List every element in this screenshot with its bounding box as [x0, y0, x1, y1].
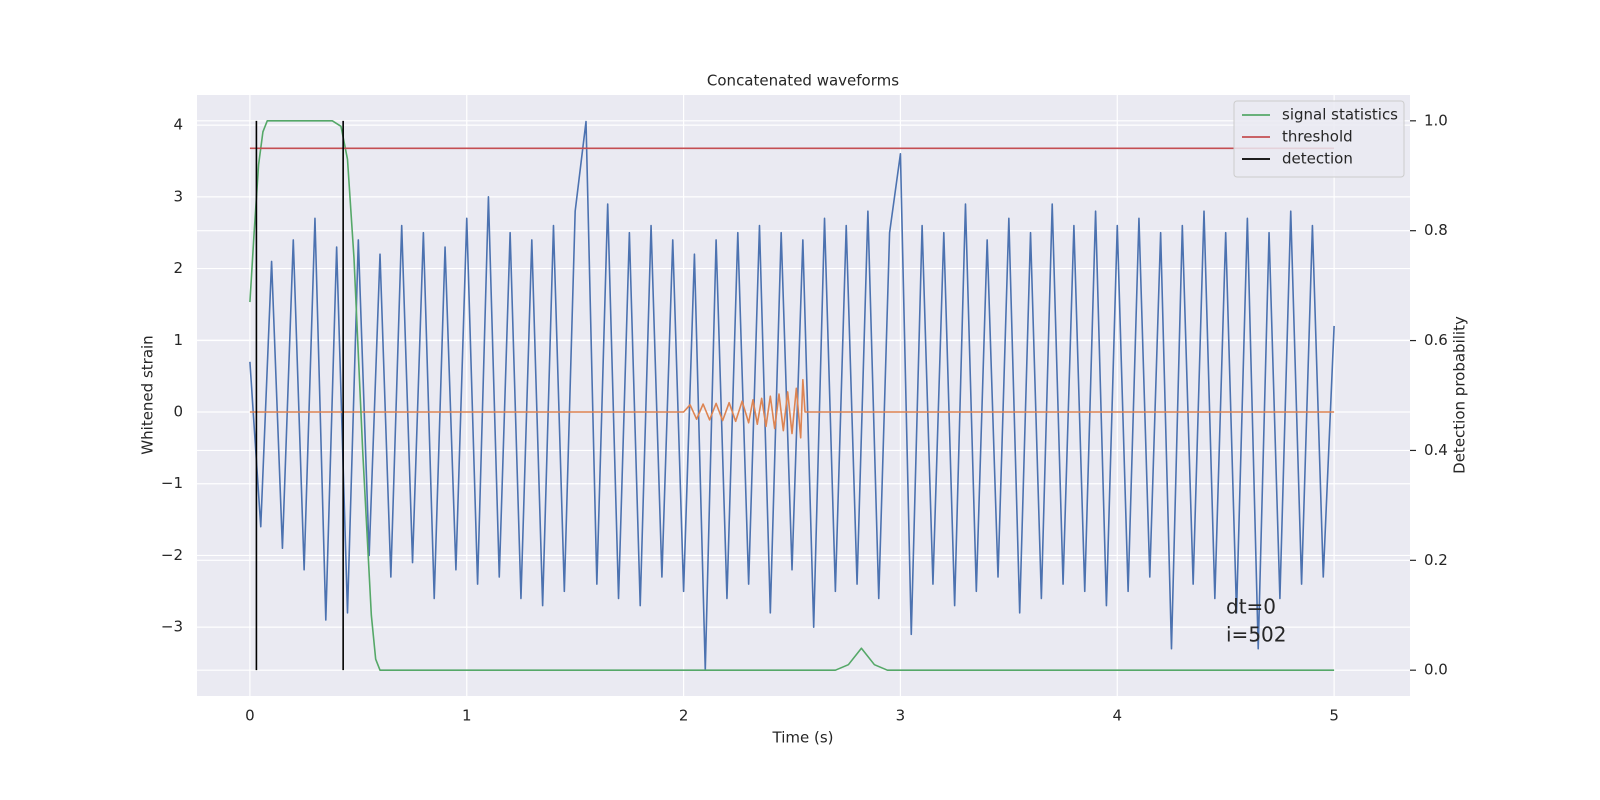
- y-axis-label: Whitened strain: [139, 335, 157, 454]
- y-tick-label: 1: [173, 331, 183, 349]
- series-line: [249, 378, 1335, 439]
- series-line: [255, 120, 344, 671]
- x-tick-label: 4: [1112, 707, 1122, 725]
- annotation: dt=0: [1226, 595, 1276, 619]
- series-line: [249, 120, 1335, 671]
- annotation: i=502: [1226, 623, 1287, 647]
- x-tick-label: 1: [462, 707, 472, 725]
- y2-tick-label: 1.0: [1424, 111, 1448, 129]
- y2-tick-label: 0.8: [1424, 221, 1448, 239]
- legend-label: threshold: [1282, 128, 1353, 146]
- x-tick-label: 3: [896, 707, 906, 725]
- x-axis-label: Time (s): [772, 729, 834, 747]
- y2-tick-label: 0.0: [1424, 661, 1448, 679]
- y-tick-label: 3: [173, 187, 183, 205]
- y-tick-label: −2: [161, 546, 183, 564]
- chart-title: Concatenated waveforms: [707, 72, 899, 90]
- y-tick-label: 2: [173, 259, 183, 277]
- y-tick-label: −3: [161, 618, 183, 636]
- legend-label: signal statistics: [1282, 106, 1398, 124]
- x-tick-label: 2: [679, 707, 689, 725]
- y-tick-label: −1: [161, 474, 183, 492]
- legend-label: detection: [1282, 150, 1353, 168]
- legend: signal statistics threshold detection: [1233, 100, 1405, 178]
- x-tick-label: 0: [245, 707, 255, 725]
- y2-tick-label: 0.6: [1424, 331, 1448, 349]
- legend-box: [1233, 100, 1405, 178]
- x-tick-label: 5: [1329, 707, 1339, 725]
- y2-axis-label: Detection probability: [1451, 316, 1469, 474]
- y2-tick-label: 0.2: [1424, 551, 1448, 569]
- y-tick-label: 4: [173, 116, 183, 134]
- series-line: [249, 120, 1335, 671]
- marks: [249, 120, 1335, 671]
- y2-tick-label: 0.4: [1424, 441, 1448, 459]
- y-tick-label: 0: [173, 402, 183, 420]
